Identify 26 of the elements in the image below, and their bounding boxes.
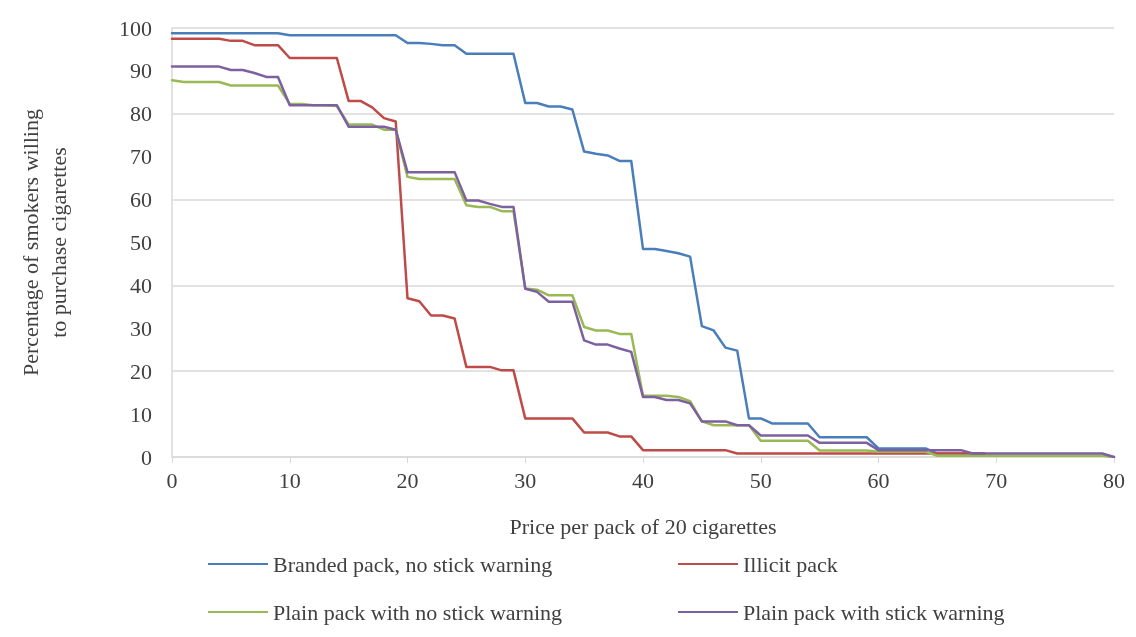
x-tick-label: 10 [278, 467, 301, 493]
x-tick-label: 30 [514, 467, 537, 493]
x-tick-label: 70 [985, 467, 1008, 493]
y-tick-label: 10 [130, 401, 152, 427]
x-tick-label: 20 [396, 467, 419, 493]
legend-label: Illicit pack [743, 551, 838, 577]
y-tick-label: 60 [130, 187, 152, 213]
y-tick-label: 30 [130, 315, 152, 341]
x-tick-label: 50 [749, 467, 772, 493]
y-tick-label: 40 [130, 272, 152, 298]
legend-label: Plain pack with stick warning [743, 599, 1005, 625]
y-axis-title: Percentage of smokers willing to purchase cigarettes [17, 109, 71, 376]
y-tick-label: 80 [130, 101, 152, 127]
y-tick-label: 0 [141, 444, 152, 470]
x-axis-title: Price per pack of 20 cigarettes [509, 513, 777, 539]
y-tick-label: 90 [130, 58, 152, 84]
legend-label: Plain pack with no stick warning [273, 599, 563, 625]
x-tick-label: 0 [166, 467, 178, 493]
y-tick-label: 100 [119, 15, 152, 41]
x-tick-label: 40 [632, 467, 654, 493]
x-tick-label: 80 [1103, 467, 1125, 493]
legend-label: Branded pack, no stick warning [273, 551, 553, 577]
y-tick-label: 70 [130, 144, 152, 170]
y-tick-label: 50 [130, 230, 152, 255]
y-tick-label: 20 [130, 358, 152, 384]
x-tick-label: 60 [867, 467, 890, 493]
